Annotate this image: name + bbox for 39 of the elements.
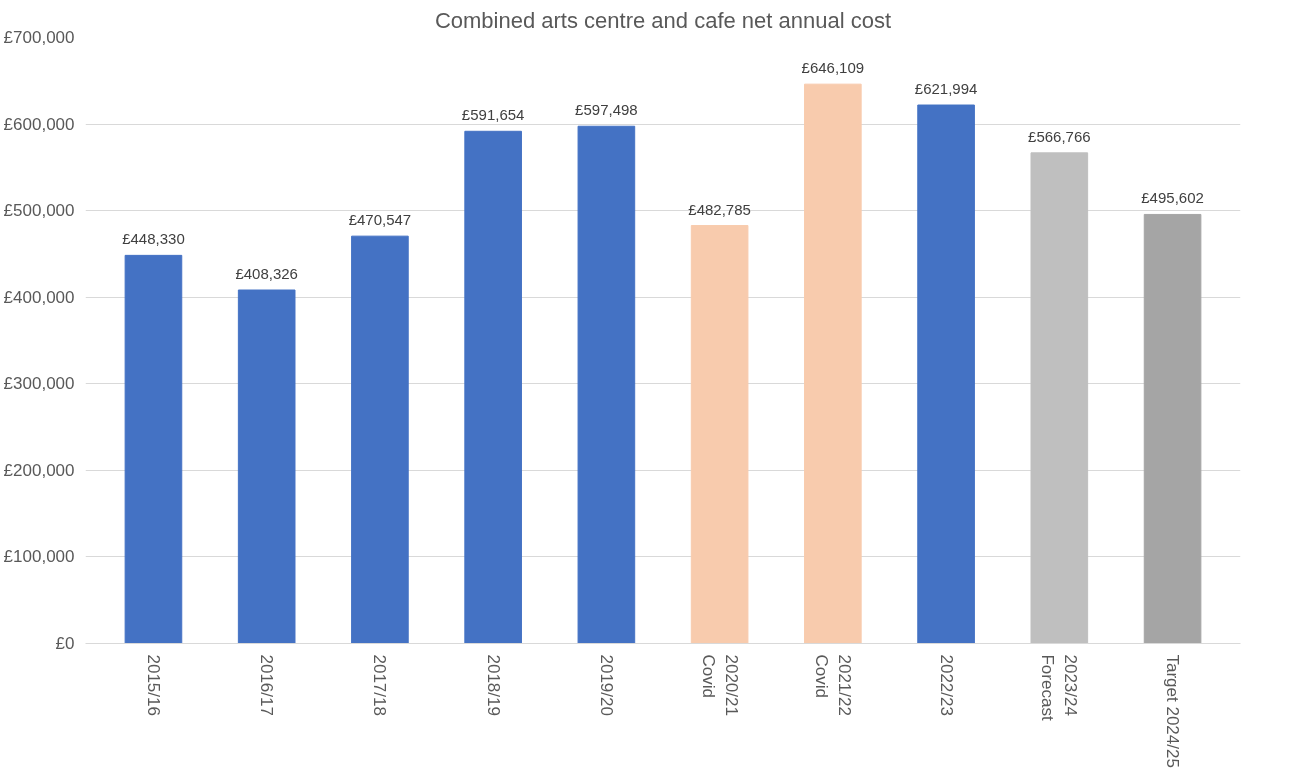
data-label: £566,766 bbox=[1028, 127, 1091, 145]
bar bbox=[917, 104, 975, 644]
bar bbox=[464, 130, 522, 644]
y-tick-label: £400,000 bbox=[3, 287, 75, 307]
x-tick-label: 2022/23 bbox=[936, 654, 956, 716]
data-label: £408,326 bbox=[235, 265, 298, 283]
data-label: £470,547 bbox=[348, 211, 412, 229]
bar bbox=[124, 254, 183, 644]
data-label: £597,498 bbox=[575, 101, 638, 119]
data-label: £482,785 bbox=[688, 200, 751, 218]
bar bbox=[351, 235, 409, 644]
bar bbox=[804, 83, 862, 644]
y-tick-label: £200,000 bbox=[3, 460, 75, 480]
x-tick-label: 2017/18 bbox=[370, 654, 390, 716]
bar bbox=[577, 125, 636, 644]
x-tick-label: Target 2024/25 bbox=[1163, 654, 1183, 768]
x-tick-label: 2021/22 Covid bbox=[811, 654, 854, 716]
y-tick-label: £600,000 bbox=[3, 114, 75, 134]
y-tick-label: £500,000 bbox=[3, 201, 75, 221]
x-tick-label: 2023/24 Forecast bbox=[1038, 654, 1081, 721]
bar bbox=[690, 225, 749, 644]
x-tick-label: 2016/17 bbox=[257, 654, 277, 716]
data-label: £646,109 bbox=[801, 59, 865, 77]
x-tick-label: 2019/20 bbox=[596, 654, 616, 716]
y-tick-label: £100,000 bbox=[3, 547, 75, 567]
data-label: £495,602 bbox=[1141, 189, 1204, 207]
y-tick-label: £700,000 bbox=[3, 28, 75, 47]
data-label: £591,654 bbox=[461, 106, 525, 124]
x-tick-label: 2018/19 bbox=[483, 654, 503, 716]
x-tick-label: 2020/21 Covid bbox=[698, 654, 741, 716]
bar bbox=[1030, 152, 1089, 644]
data-label: £621,994 bbox=[914, 80, 978, 98]
bar bbox=[1143, 213, 1202, 644]
chart-title: Combined arts centre and cafe net annual cost bbox=[434, 7, 892, 33]
bar bbox=[237, 289, 296, 644]
x-tick-label: 2015/16 bbox=[143, 654, 163, 716]
y-tick-label: £0 bbox=[55, 634, 75, 653]
data-label: £448,330 bbox=[122, 230, 185, 248]
y-tick-label: £300,000 bbox=[3, 374, 75, 394]
